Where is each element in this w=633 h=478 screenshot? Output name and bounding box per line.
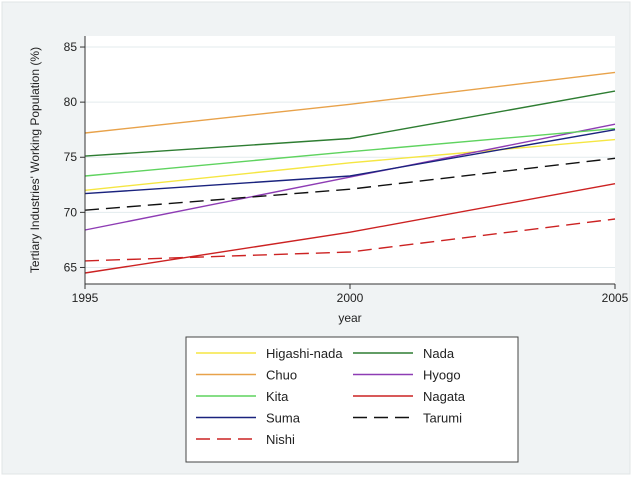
y-tick-label: 70 — [64, 205, 78, 219]
series-line-nishi — [84, 218, 616, 262]
legend-label: Tarumi — [423, 411, 462, 426]
x-axis-title: year — [338, 311, 361, 325]
x-tick-label: 2005 — [602, 291, 629, 305]
series-line-chuo — [84, 71, 616, 134]
series-line-nagata — [84, 183, 616, 274]
legend-label: Hyogo — [423, 368, 461, 383]
y-tick-label: 75 — [64, 150, 78, 164]
legend-label: Kita — [266, 389, 289, 404]
legend-label: Suma — [266, 411, 301, 426]
series-line-suma — [84, 129, 616, 195]
x-tick-labels: 1995 2000 2005 — [72, 284, 629, 305]
y-tick-labels: 65 70 75 80 85 — [64, 40, 85, 274]
y-tick-label: 85 — [64, 40, 78, 54]
x-tick-label: 2000 — [337, 291, 364, 305]
y-tick-label: 80 — [64, 95, 78, 109]
legend-label: Nada — [423, 346, 455, 361]
y-tick-label: 65 — [64, 260, 78, 274]
legend-box — [185, 336, 519, 463]
y-axis-title: Tertiary Industries' Working Population … — [28, 47, 42, 273]
x-tick-label: 1995 — [72, 291, 99, 305]
plot-area — [85, 36, 615, 284]
legend-label: Chuo — [266, 368, 297, 383]
legend: Higashi-nada Nada Chuo Hyogo Kita Nagata Suma T… — [196, 346, 466, 447]
legend-label: Nishi — [266, 432, 295, 447]
series-line-tarumi — [84, 157, 616, 211]
series-line-kita — [84, 127, 616, 177]
series-line-higashi-nada — [84, 138, 616, 191]
series-line-nada — [84, 90, 616, 157]
legend-label: Nagata — [423, 389, 466, 404]
series-line-hyogo — [84, 123, 616, 231]
series-lines — [84, 71, 616, 274]
legend-label: Higashi-nada — [266, 346, 343, 361]
